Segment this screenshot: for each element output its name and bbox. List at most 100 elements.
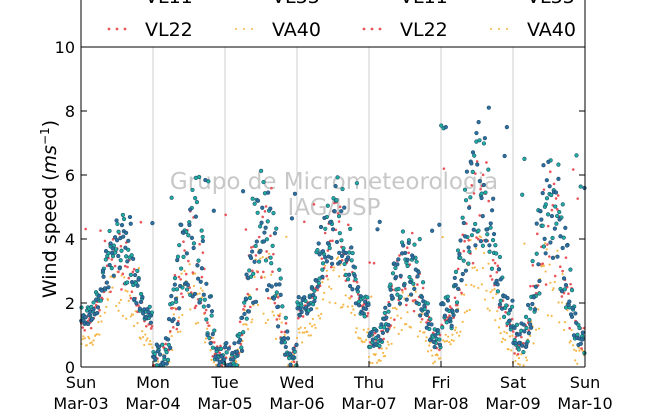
point-vl11 [398, 273, 403, 278]
point-vl33 [348, 226, 353, 231]
point-va40 [447, 335, 450, 338]
point-vl11 [275, 304, 280, 310]
point-vl22 [179, 277, 182, 281]
point-vl33 [461, 258, 466, 263]
point-vl33 [412, 242, 417, 247]
point-va40 [189, 308, 192, 311]
point-vl11 [86, 321, 91, 326]
point-va40 [400, 328, 403, 332]
point-vl33 [544, 196, 550, 201]
point-va40 [485, 289, 488, 292]
point-vl11 [121, 234, 126, 239]
point-vl11 [453, 282, 458, 288]
point-vl11 [156, 344, 162, 349]
point-va40 [578, 349, 581, 352]
point-va40 [458, 334, 461, 337]
point-vl11 [405, 257, 410, 263]
point-vl11 [471, 227, 476, 232]
point-va40 [501, 337, 505, 340]
point-vl22 [546, 243, 549, 246]
point-va40 [308, 322, 312, 325]
x-tick-label-day: Sun [570, 373, 600, 392]
point-va40 [103, 311, 106, 314]
point-va40 [418, 329, 422, 333]
point-vl22 [83, 328, 87, 332]
point-vl33 [316, 280, 321, 286]
point-vl11 [580, 330, 585, 335]
point-va40 [131, 313, 135, 316]
point-vl22 [206, 321, 209, 325]
point-vl11 [574, 320, 579, 325]
point-vl11 [433, 333, 438, 338]
point-vl11 [107, 262, 112, 268]
point-va40 [264, 321, 267, 325]
point-va40 [126, 290, 129, 293]
point-va40 [500, 340, 504, 343]
point-vl33 [323, 226, 328, 231]
point-vl11 [179, 222, 184, 228]
point-va40 [442, 339, 445, 342]
legend-marker-vl22 [107, 27, 111, 31]
y-axis-label: Wind speed (ms−1) [38, 120, 61, 298]
point-vl11 [539, 217, 544, 222]
point-vl22 [489, 274, 492, 278]
point-vl11 [486, 105, 491, 110]
point-vl11 [563, 282, 569, 288]
point-vl11 [553, 190, 559, 195]
point-va40 [118, 301, 121, 304]
point-vl11 [285, 336, 291, 341]
point-vl33 [196, 258, 201, 263]
point-vl22 [164, 342, 167, 346]
point-va40 [199, 287, 202, 290]
point-vl22 [150, 325, 154, 328]
point-vl11 [383, 305, 388, 310]
point-vl22 [276, 296, 280, 299]
point-va40 [529, 334, 532, 337]
point-va40 [123, 276, 126, 279]
point-vl33 [368, 344, 373, 350]
point-vl22 [224, 213, 227, 217]
point-vl22 [260, 276, 263, 279]
point-vl11 [175, 321, 180, 327]
point-vl11 [252, 259, 257, 264]
point-va40 [136, 322, 139, 325]
point-vl11 [116, 253, 121, 259]
point-vl11 [494, 278, 499, 283]
point-vl11 [563, 225, 568, 230]
point-va40 [303, 326, 307, 330]
point-vl11 [542, 236, 547, 241]
point-vl33 [386, 309, 391, 314]
point-vl11 [377, 219, 382, 224]
point-vl33 [527, 317, 532, 322]
point-vl11 [431, 339, 436, 344]
point-va40 [361, 341, 364, 344]
point-va40 [400, 317, 403, 320]
point-vl33 [428, 317, 433, 322]
point-vl11 [188, 207, 193, 212]
point-vl33 [420, 280, 426, 285]
data-points [79, 105, 587, 368]
point-va40 [139, 337, 142, 340]
point-vl22 [400, 288, 404, 292]
point-va40 [352, 308, 355, 311]
point-vl33 [467, 249, 472, 254]
point-vl33 [241, 330, 246, 335]
point-vl11 [337, 259, 343, 265]
point-vl22 [126, 265, 129, 269]
point-vl22 [191, 271, 195, 274]
point-vl22 [560, 295, 564, 298]
point-vl22 [368, 261, 371, 264]
point-va40 [396, 314, 399, 317]
point-vl11 [350, 287, 355, 292]
point-vl22 [103, 239, 107, 243]
point-vl11 [90, 316, 95, 321]
point-vl11 [528, 322, 533, 327]
point-vl11 [476, 119, 481, 125]
point-vl11 [307, 295, 312, 300]
point-vl33 [414, 259, 419, 264]
point-vl33 [466, 261, 471, 266]
point-va40 [387, 343, 390, 346]
point-va40 [463, 293, 466, 296]
legend-marker-va40 [243, 28, 245, 30]
point-vl22 [470, 183, 474, 187]
